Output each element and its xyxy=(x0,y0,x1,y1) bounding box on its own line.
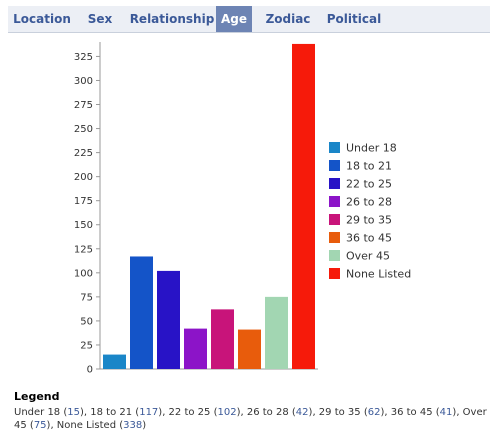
legend-entry-label: , None Listed ( xyxy=(50,420,124,431)
y-tick-label: 100 xyxy=(74,268,93,279)
legend-entry-close: ) xyxy=(380,407,385,418)
bar-29-to-35 xyxy=(211,309,234,369)
y-tick-label: 50 xyxy=(80,316,93,327)
age-bar-chart: 0 25 50 75 100 125 150 175 200 225 250 275 300 325 Und… xyxy=(0,32,503,387)
legend-entry-close: ) xyxy=(80,407,84,418)
legend-entry-count-link[interactable]: 75 xyxy=(33,420,47,431)
legend-label: Under 18 xyxy=(346,142,397,155)
chart-svg: 0 25 50 75 100 125 150 175 200 225 250 275 300 325 Und… xyxy=(74,42,411,376)
legend-entry-count-link[interactable]: 42 xyxy=(295,407,309,418)
y-tick-label: 250 xyxy=(74,124,93,135)
bar-22-to-25 xyxy=(157,270,180,369)
legend-entry-close: ) xyxy=(158,407,163,418)
legend-entry-count-link[interactable]: 15 xyxy=(67,407,80,418)
legend-text: Under 18 (15), 18 to 21 (117), 22 to 25 … xyxy=(14,406,494,432)
y-tick-label: 225 xyxy=(74,148,93,159)
legend-title: Legend xyxy=(14,390,60,403)
legend-entry-label: , 36 to 45 ( xyxy=(384,407,440,418)
legend-entry-close: ) xyxy=(142,420,147,431)
legend-swatch xyxy=(329,268,340,279)
legend-entry-label: , 29 to 35 ( xyxy=(312,407,368,418)
legend-entry-count-link[interactable]: 338 xyxy=(123,420,143,431)
legend-entry-count-link[interactable]: 41 xyxy=(439,407,453,418)
legend-swatch xyxy=(329,160,340,171)
legend-entry-label: , 18 to 21 ( xyxy=(83,407,140,418)
y-tick-label: 200 xyxy=(74,172,93,183)
legend-entry-close: ) xyxy=(452,407,457,418)
y-tick-label: 325 xyxy=(74,52,93,63)
legend-label: None Listed xyxy=(346,268,411,281)
legend-label: 36 to 45 xyxy=(346,232,392,245)
legend-entry-close: ) xyxy=(308,407,313,418)
tab-location[interactable]: Location xyxy=(13,12,71,26)
legend-swatch xyxy=(329,196,340,207)
legend-entry-label: , 22 to 25 ( xyxy=(162,407,218,418)
tab-sex[interactable]: Sex xyxy=(87,12,113,26)
legend-swatch xyxy=(329,178,340,189)
legend-swatch xyxy=(329,250,340,261)
tab-relationship[interactable]: Relationship xyxy=(129,12,215,26)
y-tick-label: 75 xyxy=(80,292,93,303)
y-tick-label: 300 xyxy=(74,76,93,87)
legend-label: Over 45 xyxy=(346,250,390,263)
bar-none-listed xyxy=(292,43,315,370)
legend-entry-label: , Over 45 ( xyxy=(14,407,487,431)
y-tick-label: 0 xyxy=(87,365,93,376)
y-tick-label: 175 xyxy=(74,196,93,207)
y-tick-label: 25 xyxy=(80,340,93,351)
tab-zodiac[interactable]: Zodiac xyxy=(265,12,311,26)
bar-36-to-45 xyxy=(238,329,261,369)
legend-entry-label: Under 18 ( xyxy=(14,407,68,418)
y-tick-label: 125 xyxy=(74,244,93,255)
bar-18-to-21 xyxy=(130,256,153,369)
legend-label: 22 to 25 xyxy=(346,178,392,191)
bar-26-to-28 xyxy=(184,328,207,369)
legend-swatch xyxy=(329,142,340,153)
y-tick-label: 150 xyxy=(74,220,93,231)
legend-entry-count-link[interactable]: 117 xyxy=(139,407,159,418)
legend-label: 29 to 35 xyxy=(346,214,392,227)
legend-label: 18 to 21 xyxy=(346,160,392,173)
tab-political[interactable]: Political xyxy=(326,12,382,26)
tab-bar: Location Sex Relationship Age Zodiac Pol… xyxy=(8,6,490,33)
legend-swatch xyxy=(329,232,340,243)
legend-entry-close: ) xyxy=(236,407,241,418)
legend-entry-close: ) xyxy=(46,420,51,431)
legend-swatch xyxy=(329,214,340,225)
bar-over-45 xyxy=(265,296,288,369)
bar-under-18 xyxy=(103,354,126,369)
y-tick-label: 275 xyxy=(74,100,93,111)
legend-entry-label: , 26 to 28 ( xyxy=(240,407,296,418)
legend-entry-count-link[interactable]: 62 xyxy=(367,407,381,418)
tab-age[interactable]: Age xyxy=(216,6,252,32)
legend-entry-count-link[interactable]: 102 xyxy=(217,407,237,418)
legend-label: 26 to 28 xyxy=(346,196,392,209)
